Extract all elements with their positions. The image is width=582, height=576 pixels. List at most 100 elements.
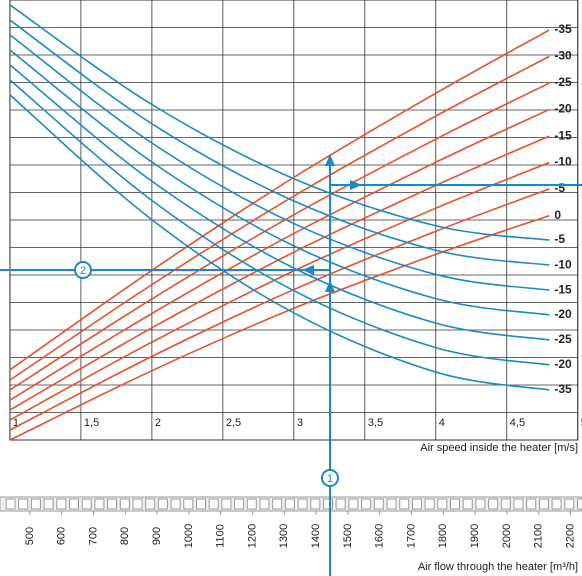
- x2-tick-label: 800: [119, 527, 131, 545]
- series-label: -20: [554, 102, 572, 116]
- curve: [9, 108, 550, 401]
- arrow: [302, 265, 314, 275]
- x2-strip-cell: [450, 498, 460, 510]
- x-tick-label: 1,5: [84, 417, 99, 429]
- x2-strip-cell: [373, 498, 384, 510]
- curve: [9, 82, 550, 391]
- x2-strip-cell: [107, 498, 118, 510]
- x2-tick-label: 1400: [310, 524, 322, 548]
- curves: -35 -30 -25 -20 -15 -10 -5 0 -5 -10 -15 -20 -25 -20 -3…: [9, 4, 572, 441]
- curve: [9, 94, 550, 391]
- x-tick-label: 2,5: [226, 417, 241, 429]
- x2-strip-cell: [538, 498, 549, 510]
- arrow: [325, 154, 335, 166]
- series-label: -35: [554, 22, 572, 36]
- x2-strip-cell: [132, 498, 143, 510]
- x-tick-label: 5: [581, 417, 582, 429]
- curve: [9, 135, 550, 411]
- x2-strip-cell: [437, 498, 448, 510]
- x2-strip-cell: [323, 498, 333, 510]
- x2-strip-cell: [500, 498, 511, 510]
- curve: [9, 55, 550, 381]
- arrow: [325, 280, 335, 292]
- curve: [9, 188, 550, 431]
- x2-strip-cell: [284, 498, 295, 510]
- x2-strip-cell: [348, 498, 359, 510]
- example-path: [0, 154, 582, 576]
- x2-strip-cell: [551, 498, 562, 510]
- series-label: -10: [554, 257, 572, 271]
- series-label: -5: [554, 181, 565, 195]
- series-label: -10: [554, 155, 572, 169]
- x2-strip-cell: [145, 498, 156, 510]
- annotation-circle: [74, 261, 92, 279]
- x2-tick-label: 1700: [405, 524, 417, 548]
- series-label: -20: [554, 307, 572, 321]
- x2-strip-cell: [30, 498, 41, 510]
- x2-tick-label: 600: [56, 527, 68, 545]
- x2-strip-cell: [310, 498, 321, 510]
- x2-strip-cell: [272, 498, 283, 510]
- x2-strip-cell: [69, 498, 79, 510]
- x2-tick-label: 2200: [564, 524, 576, 548]
- x2-strip-cell: [297, 498, 308, 510]
- curve: [9, 29, 550, 371]
- curve: [9, 161, 550, 421]
- curve: [9, 34, 550, 291]
- x-tick-label: 4,5: [510, 417, 525, 429]
- curve: [9, 64, 550, 341]
- x2-strip-cell: [335, 498, 346, 510]
- x2-strip-cell: [361, 498, 372, 510]
- x2-strip-cell: [513, 498, 524, 510]
- x2-tick-label: 1500: [342, 524, 354, 548]
- series-label: -20: [554, 357, 572, 371]
- series-label: -25: [554, 332, 572, 346]
- x2-tick-label: 500: [24, 527, 36, 545]
- x2-strip-cell: [564, 498, 575, 510]
- x2-strip-cell: [475, 498, 486, 510]
- x2-tick-label: 1300: [278, 524, 290, 548]
- x2-tick-label: 1900: [469, 524, 481, 548]
- x2-strip-cell: [424, 498, 435, 510]
- x2-strip-cell: [18, 498, 29, 510]
- curve: [9, 49, 550, 316]
- x2-tick-label: 2000: [501, 524, 513, 548]
- x2-tick-label: 1600: [374, 524, 386, 548]
- x2-strip-cell: [399, 498, 410, 510]
- x-axis-label: Air speed inside the heater [m/s]: [420, 442, 578, 454]
- x2-tick-label: 1800: [437, 524, 449, 548]
- curve: [9, 4, 550, 241]
- x2-tick-label: 1000: [183, 524, 195, 548]
- annotation-circle: [321, 469, 339, 487]
- x2-tick-label: 900: [151, 527, 163, 545]
- series-label: -35: [554, 382, 572, 396]
- x-tick-label: 3,5: [368, 417, 383, 429]
- series-label: -15: [554, 282, 572, 296]
- x-tick-label: 2: [155, 417, 161, 429]
- x2-strip-cell: [221, 498, 232, 510]
- arrow: [350, 180, 362, 190]
- x-tick-label: 1: [13, 417, 19, 429]
- x2-strip-cell: [526, 498, 537, 510]
- x2-strip-cell: [94, 498, 105, 510]
- curve: [9, 19, 550, 266]
- x2-strip-cell: [246, 498, 257, 510]
- series-label: 0: [554, 208, 561, 222]
- x2-strip-cell: [234, 498, 245, 510]
- x2-axis-label: Air flow through the heater [m³/h]: [418, 561, 578, 573]
- x2-strip-cell: [119, 498, 130, 510]
- grid: 1 1,5 2 2,5 3 3,5 4 4,5 5 500 600 700 800 900 1000 1100…: [0, 0, 582, 548]
- series-label: -30: [554, 49, 572, 63]
- x2-tick-label: 1200: [246, 524, 258, 548]
- x2-strip-cell: [183, 498, 194, 510]
- x2-strip-cell: [488, 498, 499, 510]
- x-tick-label: 3: [297, 417, 303, 429]
- annotation: 1: [327, 473, 333, 485]
- series-label: -15: [554, 128, 572, 142]
- x2-strip-cell: [56, 498, 67, 510]
- x2-tick-label: 700: [87, 527, 99, 545]
- series-label: -5: [554, 232, 565, 246]
- x2-tick-label: 2100: [533, 524, 545, 548]
